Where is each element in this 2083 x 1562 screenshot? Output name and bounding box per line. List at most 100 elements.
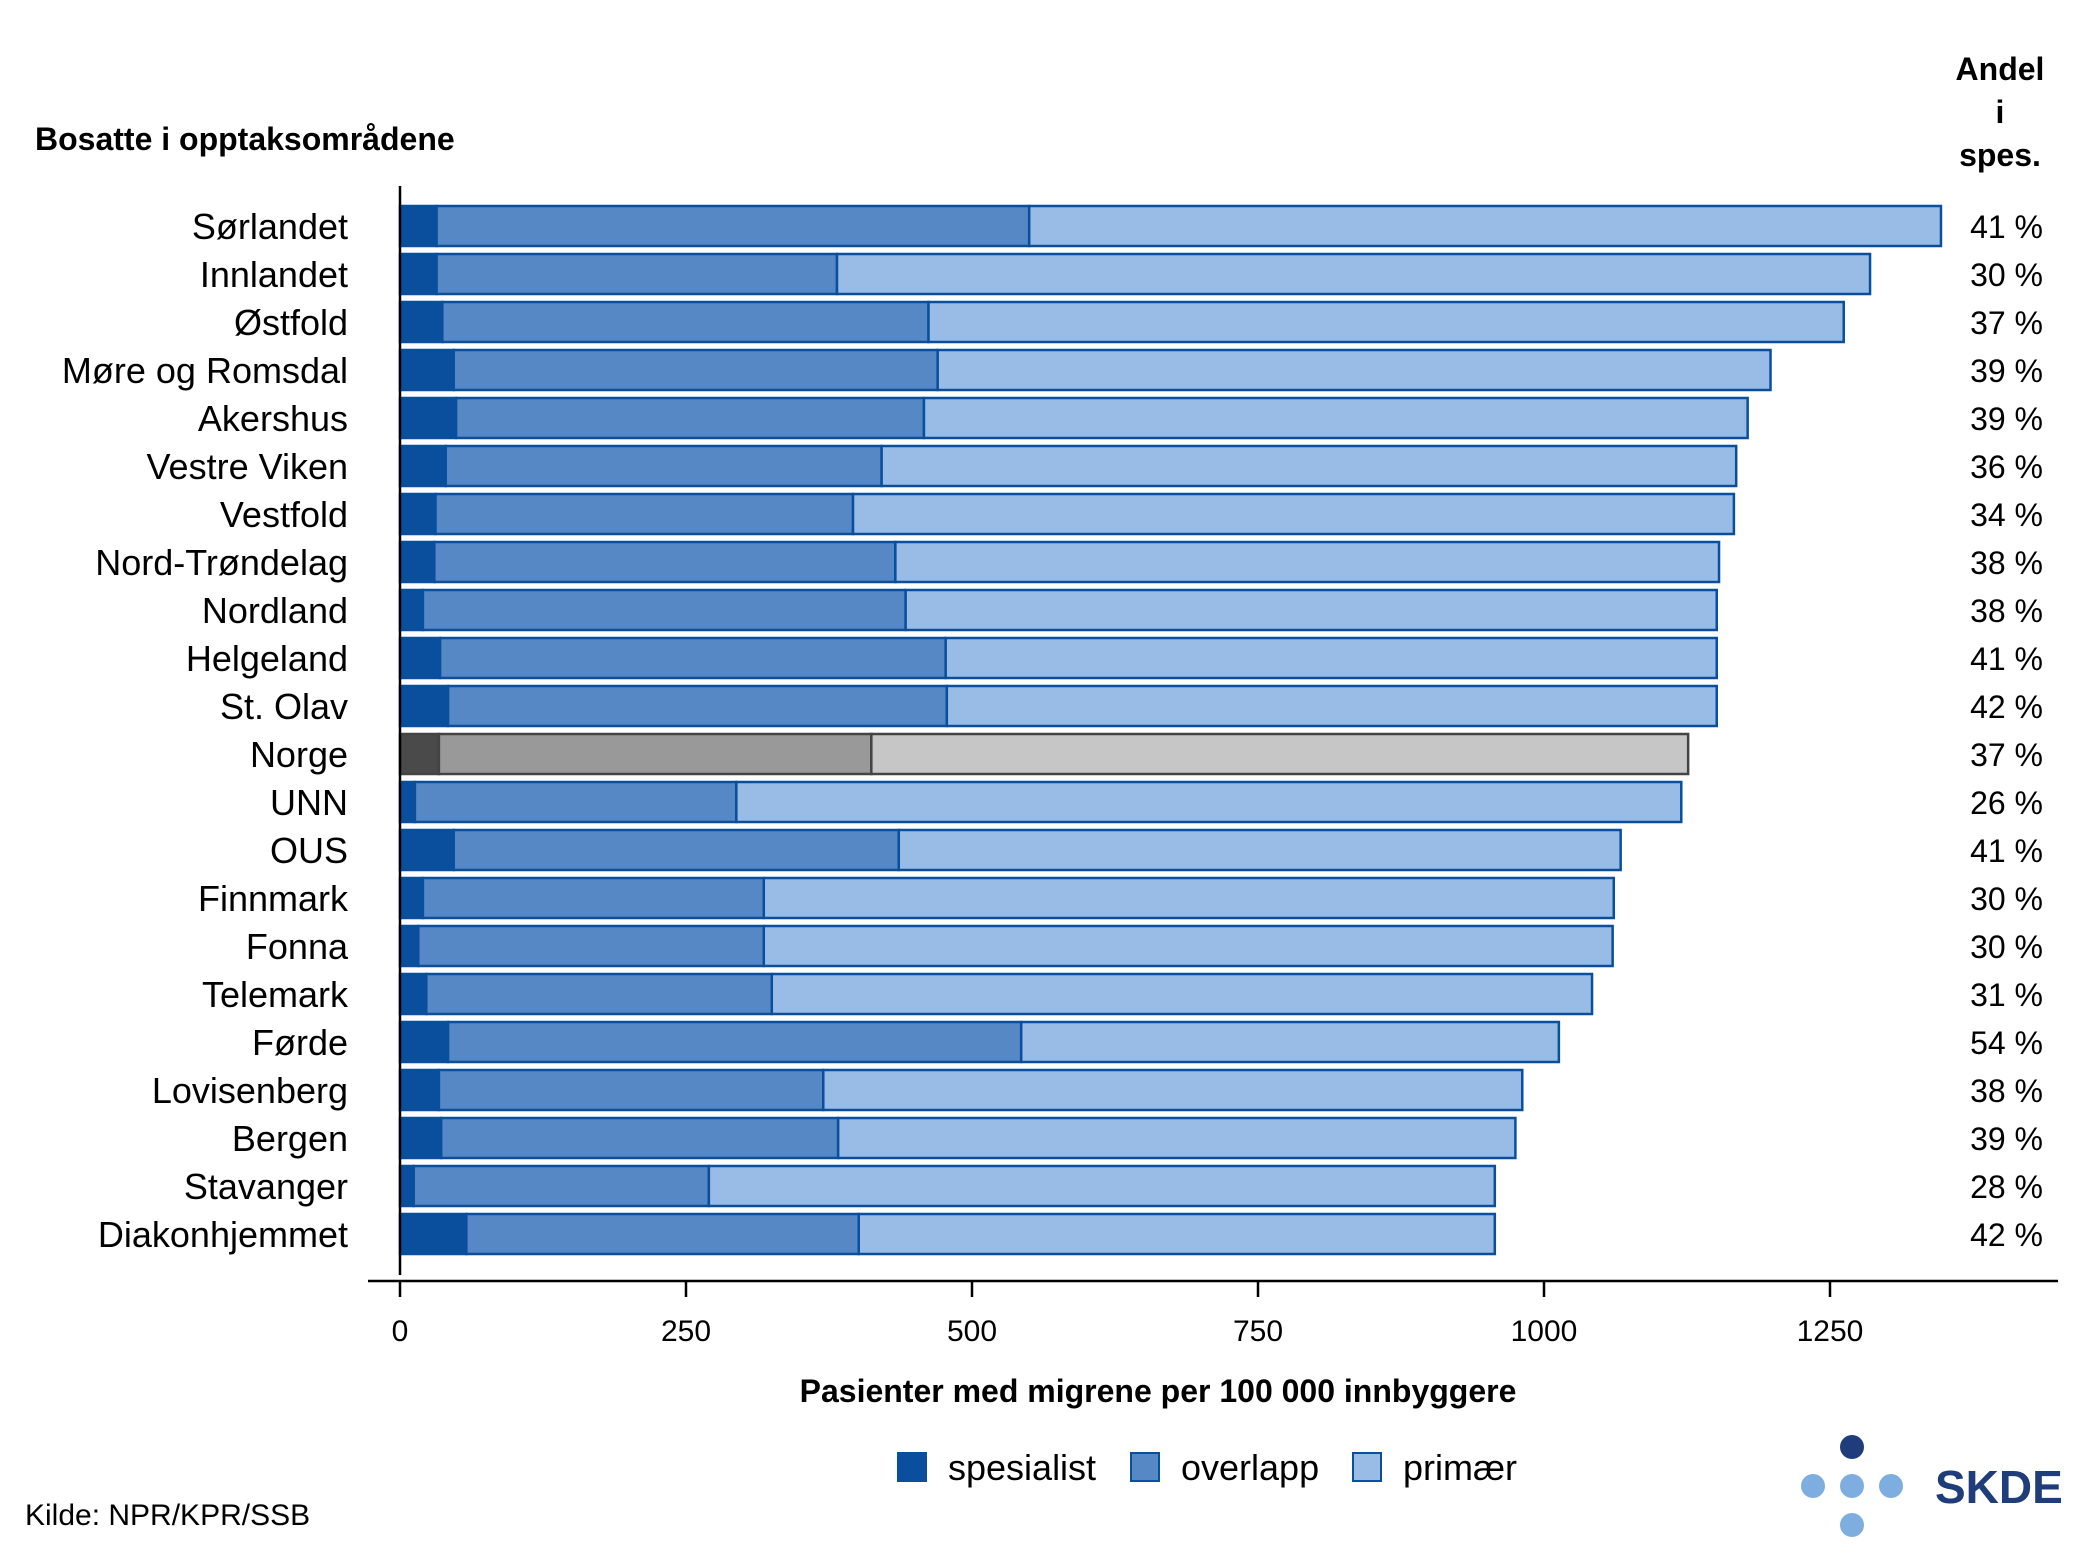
bar-primær — [944, 636, 1718, 680]
bar-primær — [822, 1068, 1524, 1112]
legend-swatch-primær — [1352, 1452, 1382, 1482]
bar-primær — [945, 684, 1718, 728]
share-label: 30 % — [1970, 881, 2043, 917]
bar-overlapp — [433, 540, 897, 584]
category-label: UNN — [270, 782, 348, 823]
category-label: Akershus — [198, 398, 348, 439]
share-label: 36 % — [1970, 449, 2043, 485]
bar-overlapp — [437, 732, 873, 776]
logo-dot-center — [1840, 1474, 1864, 1498]
category-label: Sørlandet — [192, 206, 348, 247]
category-label: St. Olav — [220, 686, 348, 727]
share-header-line: i — [1996, 94, 2005, 130]
category-label: Norge — [250, 734, 348, 775]
bar-primær — [762, 876, 1616, 920]
bar-overlapp — [425, 972, 774, 1016]
bar-spesialist — [398, 684, 450, 728]
bar-spesialist — [398, 636, 442, 680]
bar-primær — [897, 828, 1622, 872]
bar-overlapp — [444, 444, 883, 488]
share-label: 28 % — [1970, 1169, 2043, 1205]
bar-overlapp — [452, 828, 901, 872]
bar-overlapp — [439, 1116, 840, 1160]
bar-primær — [707, 1164, 1497, 1208]
x-tick-label: 1250 — [1797, 1315, 1864, 1348]
category-label: Helgeland — [186, 638, 348, 679]
share-label: 39 % — [1970, 401, 2043, 437]
logo-text: SKDE — [1935, 1461, 2063, 1513]
bar-spesialist — [398, 348, 456, 392]
category-label: Stavanger — [184, 1166, 348, 1207]
bar-primær — [927, 300, 1845, 344]
bar-spesialist — [398, 492, 437, 536]
legend: spesialist overlapp primær — [897, 1447, 1517, 1488]
bar-overlapp — [446, 1020, 1023, 1064]
bar-overlapp — [421, 588, 907, 632]
legend-swatch-spesialist — [897, 1452, 927, 1482]
share-label: 31 % — [1970, 977, 2043, 1013]
category-label: Bergen — [232, 1118, 348, 1159]
bar-primær — [894, 540, 1721, 584]
share-label: 30 % — [1970, 257, 2043, 293]
skde-logo: SKDE — [1801, 1435, 2063, 1537]
bar-spesialist — [398, 1212, 468, 1256]
x-axis-ticks: 0 250 500 750 1000 1250 — [392, 1281, 1864, 1348]
bar-spesialist — [398, 876, 425, 920]
bar-spesialist — [398, 732, 441, 776]
category-label: Førde — [252, 1022, 348, 1063]
bar-spesialist — [398, 1068, 441, 1112]
category-label: Fonna — [246, 926, 349, 967]
share-label: 37 % — [1970, 737, 2043, 773]
bar-spesialist — [398, 588, 425, 632]
bar-primær — [870, 732, 1690, 776]
bar-primær — [836, 1116, 1517, 1160]
share-label: 39 % — [1970, 1121, 2043, 1157]
bar-spesialist — [398, 924, 420, 968]
x-tick-label: 750 — [1233, 1315, 1283, 1348]
legend-label-spesialist: spesialist — [948, 1447, 1096, 1488]
bar-primær — [851, 492, 1736, 536]
bar-spesialist — [398, 396, 458, 440]
share-label: 26 % — [1970, 785, 2043, 821]
bar-primær — [835, 252, 1872, 296]
bar-spesialist — [398, 828, 456, 872]
bar-spesialist — [398, 1020, 450, 1064]
bar-overlapp — [412, 1164, 711, 1208]
logo-dot-left — [1801, 1474, 1825, 1498]
category-label: Lovisenberg — [152, 1070, 348, 1111]
share-label: 37 % — [1970, 305, 2043, 341]
category-labels: Sørlandet Innlandet Østfold Møre og Romsdal… — [62, 206, 349, 1255]
bar-spesialist — [398, 444, 448, 488]
x-tick-label: 500 — [947, 1315, 997, 1348]
x-tick-label: 1000 — [1511, 1315, 1578, 1348]
source-note: Kilde: NPR/KPR/SSB — [25, 1499, 310, 1532]
bar-spesialist — [398, 972, 428, 1016]
bar-spesialist — [398, 252, 438, 296]
share-label: 38 % — [1970, 1073, 2043, 1109]
bar-primær — [1027, 204, 1943, 248]
category-label: Møre og Romsdal — [62, 350, 348, 391]
bar-primær — [857, 1212, 1497, 1256]
bar-overlapp — [454, 396, 926, 440]
share-labels: 41 % 30 % 37 % 39 % 39 % 36 % 34 % 38 % 38 % 41 %… — [1970, 209, 2043, 1253]
category-label: Østfold — [234, 302, 348, 343]
share-label: 39 % — [1970, 353, 2043, 389]
bar-overlapp — [452, 348, 939, 392]
x-axis-title: Pasienter med migrene per 100 000 innbyg… — [800, 1373, 1517, 1409]
legend-swatch-overlapp — [1130, 1452, 1160, 1482]
logo-dot-bottom — [1840, 1513, 1864, 1537]
category-label: Innlandet — [200, 254, 348, 295]
category-label: OUS — [270, 830, 348, 871]
category-label: Vestfold — [220, 494, 348, 535]
bar-overlapp — [438, 636, 947, 680]
bars-group — [398, 204, 1943, 1256]
bar-overlapp — [437, 1068, 825, 1112]
chart-header-left: Bosatte i opptaksområdene — [35, 121, 455, 157]
bar-primær — [880, 444, 1738, 488]
x-tick-label: 0 — [392, 1315, 409, 1348]
share-label: 54 % — [1970, 1025, 2043, 1061]
bar-spesialist — [398, 1164, 415, 1208]
legend-label-primær: primær — [1403, 1447, 1517, 1488]
bar-overlapp — [446, 684, 949, 728]
